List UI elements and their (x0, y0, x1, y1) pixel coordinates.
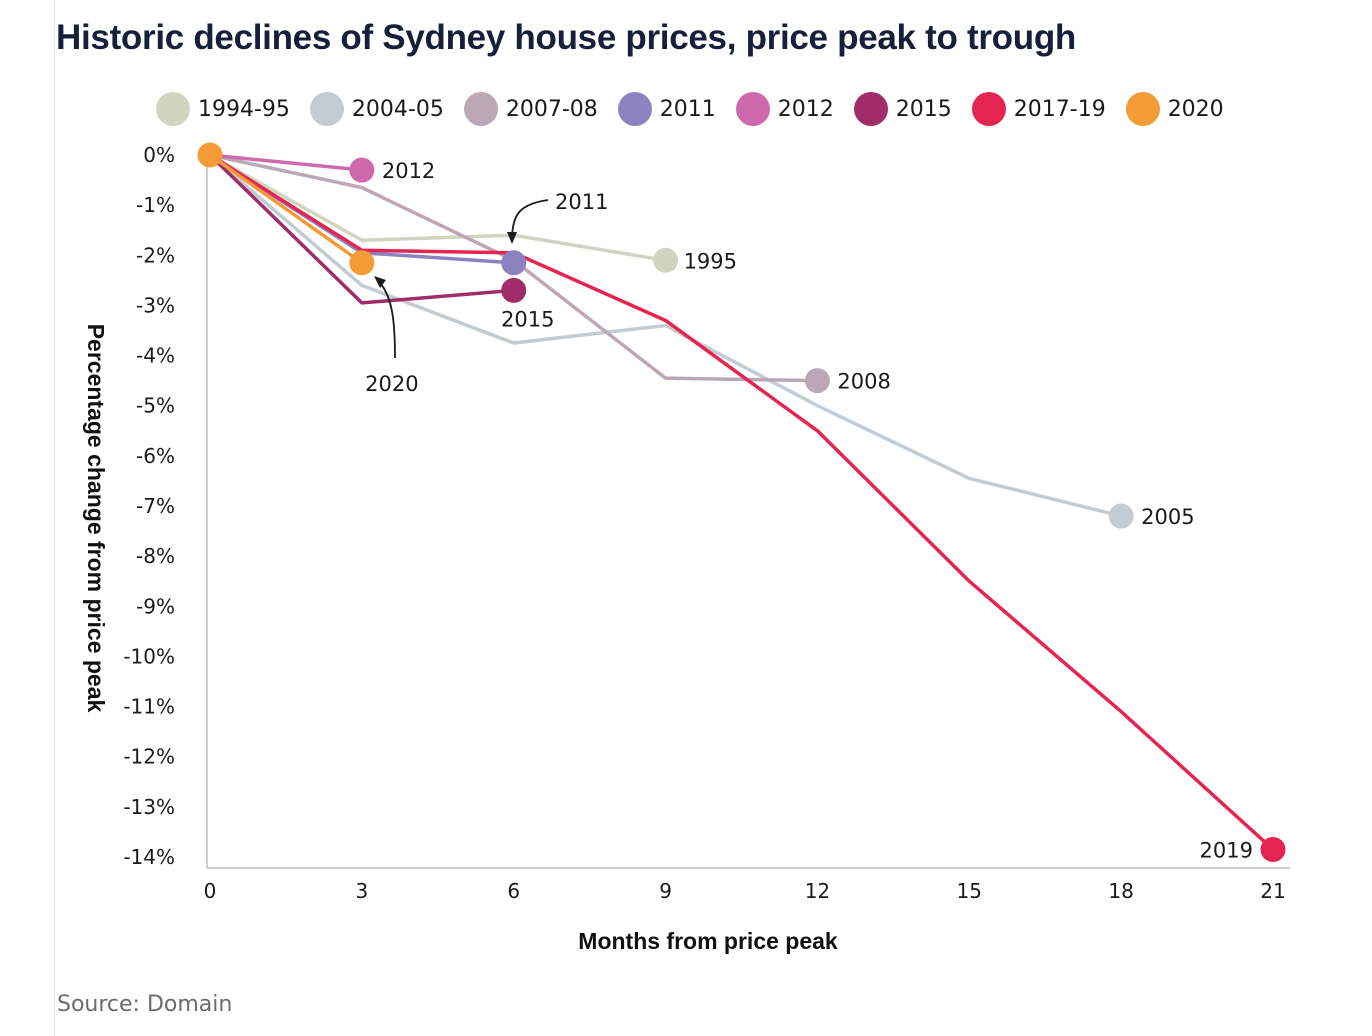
y-tick-label: -6% (136, 444, 175, 468)
y-axis-ticks: 0% -1% -2% -3% -4% -5% -6% -7% -8% -9% -10% -11% -12… (123, 143, 175, 869)
legend-label: 2011 (659, 96, 716, 122)
end-marker-2012 (349, 157, 375, 183)
legend-label: 2017-19 (1013, 96, 1106, 122)
series-line-1994-95 (208, 153, 668, 263)
x-tick-label: 12 (805, 879, 830, 903)
y-tick-label: -10% (123, 644, 175, 668)
end-marker-2015 (501, 277, 527, 303)
y-tick-label: -11% (123, 695, 175, 719)
end-label-2005: 2005 (1141, 505, 1194, 529)
arrow-head-2011 (507, 232, 517, 244)
x-tick-label: 18 (1108, 879, 1133, 903)
end-label-2011: 2011 (555, 190, 608, 214)
legend-swatch (463, 92, 498, 126)
x-axis-ticks: 0 3 6 9 12 15 18 21 (204, 879, 1286, 903)
chart-title: Historic declines of Sydney house prices… (56, 18, 1077, 57)
y-tick-label: -13% (123, 795, 175, 819)
series-lines (208, 153, 1275, 852)
y-tick-label: -1% (136, 193, 175, 217)
y-axis-label: Percentage change from price peak (83, 324, 109, 713)
legend-item-1994-95: 1994-95 (156, 92, 290, 126)
legend-item-2011: 2011 (617, 92, 716, 126)
x-tick-label: 6 (507, 879, 520, 903)
legend-swatch (735, 92, 770, 126)
x-tick-label: 9 (659, 879, 672, 903)
y-tick-label: -7% (136, 494, 175, 518)
arrow-2011 (511, 199, 549, 241)
end-label-2008: 2008 (837, 370, 890, 394)
legend-item-2017-19: 2017-19 (971, 92, 1106, 126)
legend-label: 2004-05 (351, 96, 444, 122)
end-marker-2011 (501, 250, 527, 276)
y-tick-label: -4% (136, 344, 175, 368)
x-tick-label: 0 (204, 879, 217, 903)
y-tick-label: -3% (136, 293, 175, 317)
x-tick-label: 21 (1260, 879, 1285, 903)
legend-item-2020: 2020 (1125, 92, 1224, 126)
y-tick-label: -5% (136, 394, 175, 418)
legend-label: 2012 (777, 96, 834, 122)
chart-legend: 1994-95 2004-05 2007-08 2011 2012 2015 2017-19… (156, 90, 1244, 128)
legend-item-2015: 2015 (853, 92, 952, 126)
series-line-2004-05 (208, 153, 1123, 518)
legend-label: 1994-95 (198, 96, 290, 122)
legend-swatch (156, 92, 190, 126)
y-tick-label: -9% (136, 594, 175, 618)
legend-item-2004-05: 2004-05 (309, 92, 444, 126)
end-marker-1994-95 (653, 247, 679, 273)
series-line-2015 (208, 153, 516, 305)
end-marker-2017-19 (1260, 836, 1286, 862)
legend-swatch (617, 92, 652, 126)
end-label-2015: 2015 (501, 307, 554, 331)
y-tick-label: -12% (123, 745, 175, 769)
end-label-2012: 2012 (382, 159, 435, 183)
series-line-2020 (208, 153, 364, 265)
legend-label: 2015 (895, 96, 952, 122)
series-end-labels: 1995 2005 2008 2011 2012 2015 2019 2020 (365, 159, 1253, 862)
legend-item-2012: 2012 (735, 92, 834, 126)
arrow-head-2020 (374, 276, 386, 288)
end-marker-2020 (349, 250, 375, 276)
x-tick-label: 3 (355, 879, 368, 903)
end-marker-2004-05 (1108, 503, 1134, 529)
annotation-arrows (374, 199, 549, 359)
page-left-rule (54, 0, 55, 1036)
legend-label: 2020 (1167, 96, 1224, 122)
series-line-2012 (208, 153, 364, 172)
x-tick-label: 15 (957, 879, 982, 903)
legend-swatch (971, 92, 1006, 126)
y-tick-label: -14% (123, 845, 175, 869)
series-end-markers (197, 142, 1286, 862)
end-label-2019: 2019 (1200, 838, 1253, 862)
y-tick-label: 0% (143, 143, 175, 167)
legend-label: 2007-08 (505, 96, 598, 122)
legend-swatch (309, 92, 344, 126)
legend-swatch (853, 92, 888, 126)
x-axis-label: Months from price peak (578, 928, 838, 954)
end-label-1995: 1995 (684, 249, 737, 273)
legend-item-2007-08: 2007-08 (463, 92, 598, 126)
source-note: Source: Domain (57, 992, 233, 1017)
y-tick-label: -8% (136, 544, 175, 568)
end-marker-2007-08 (804, 368, 830, 394)
end-label-2020: 2020 (365, 372, 418, 396)
legend-swatch (1125, 92, 1160, 126)
y-tick-label: -2% (136, 243, 175, 267)
start-marker (197, 142, 223, 168)
series-line-2017-19 (208, 153, 1275, 852)
